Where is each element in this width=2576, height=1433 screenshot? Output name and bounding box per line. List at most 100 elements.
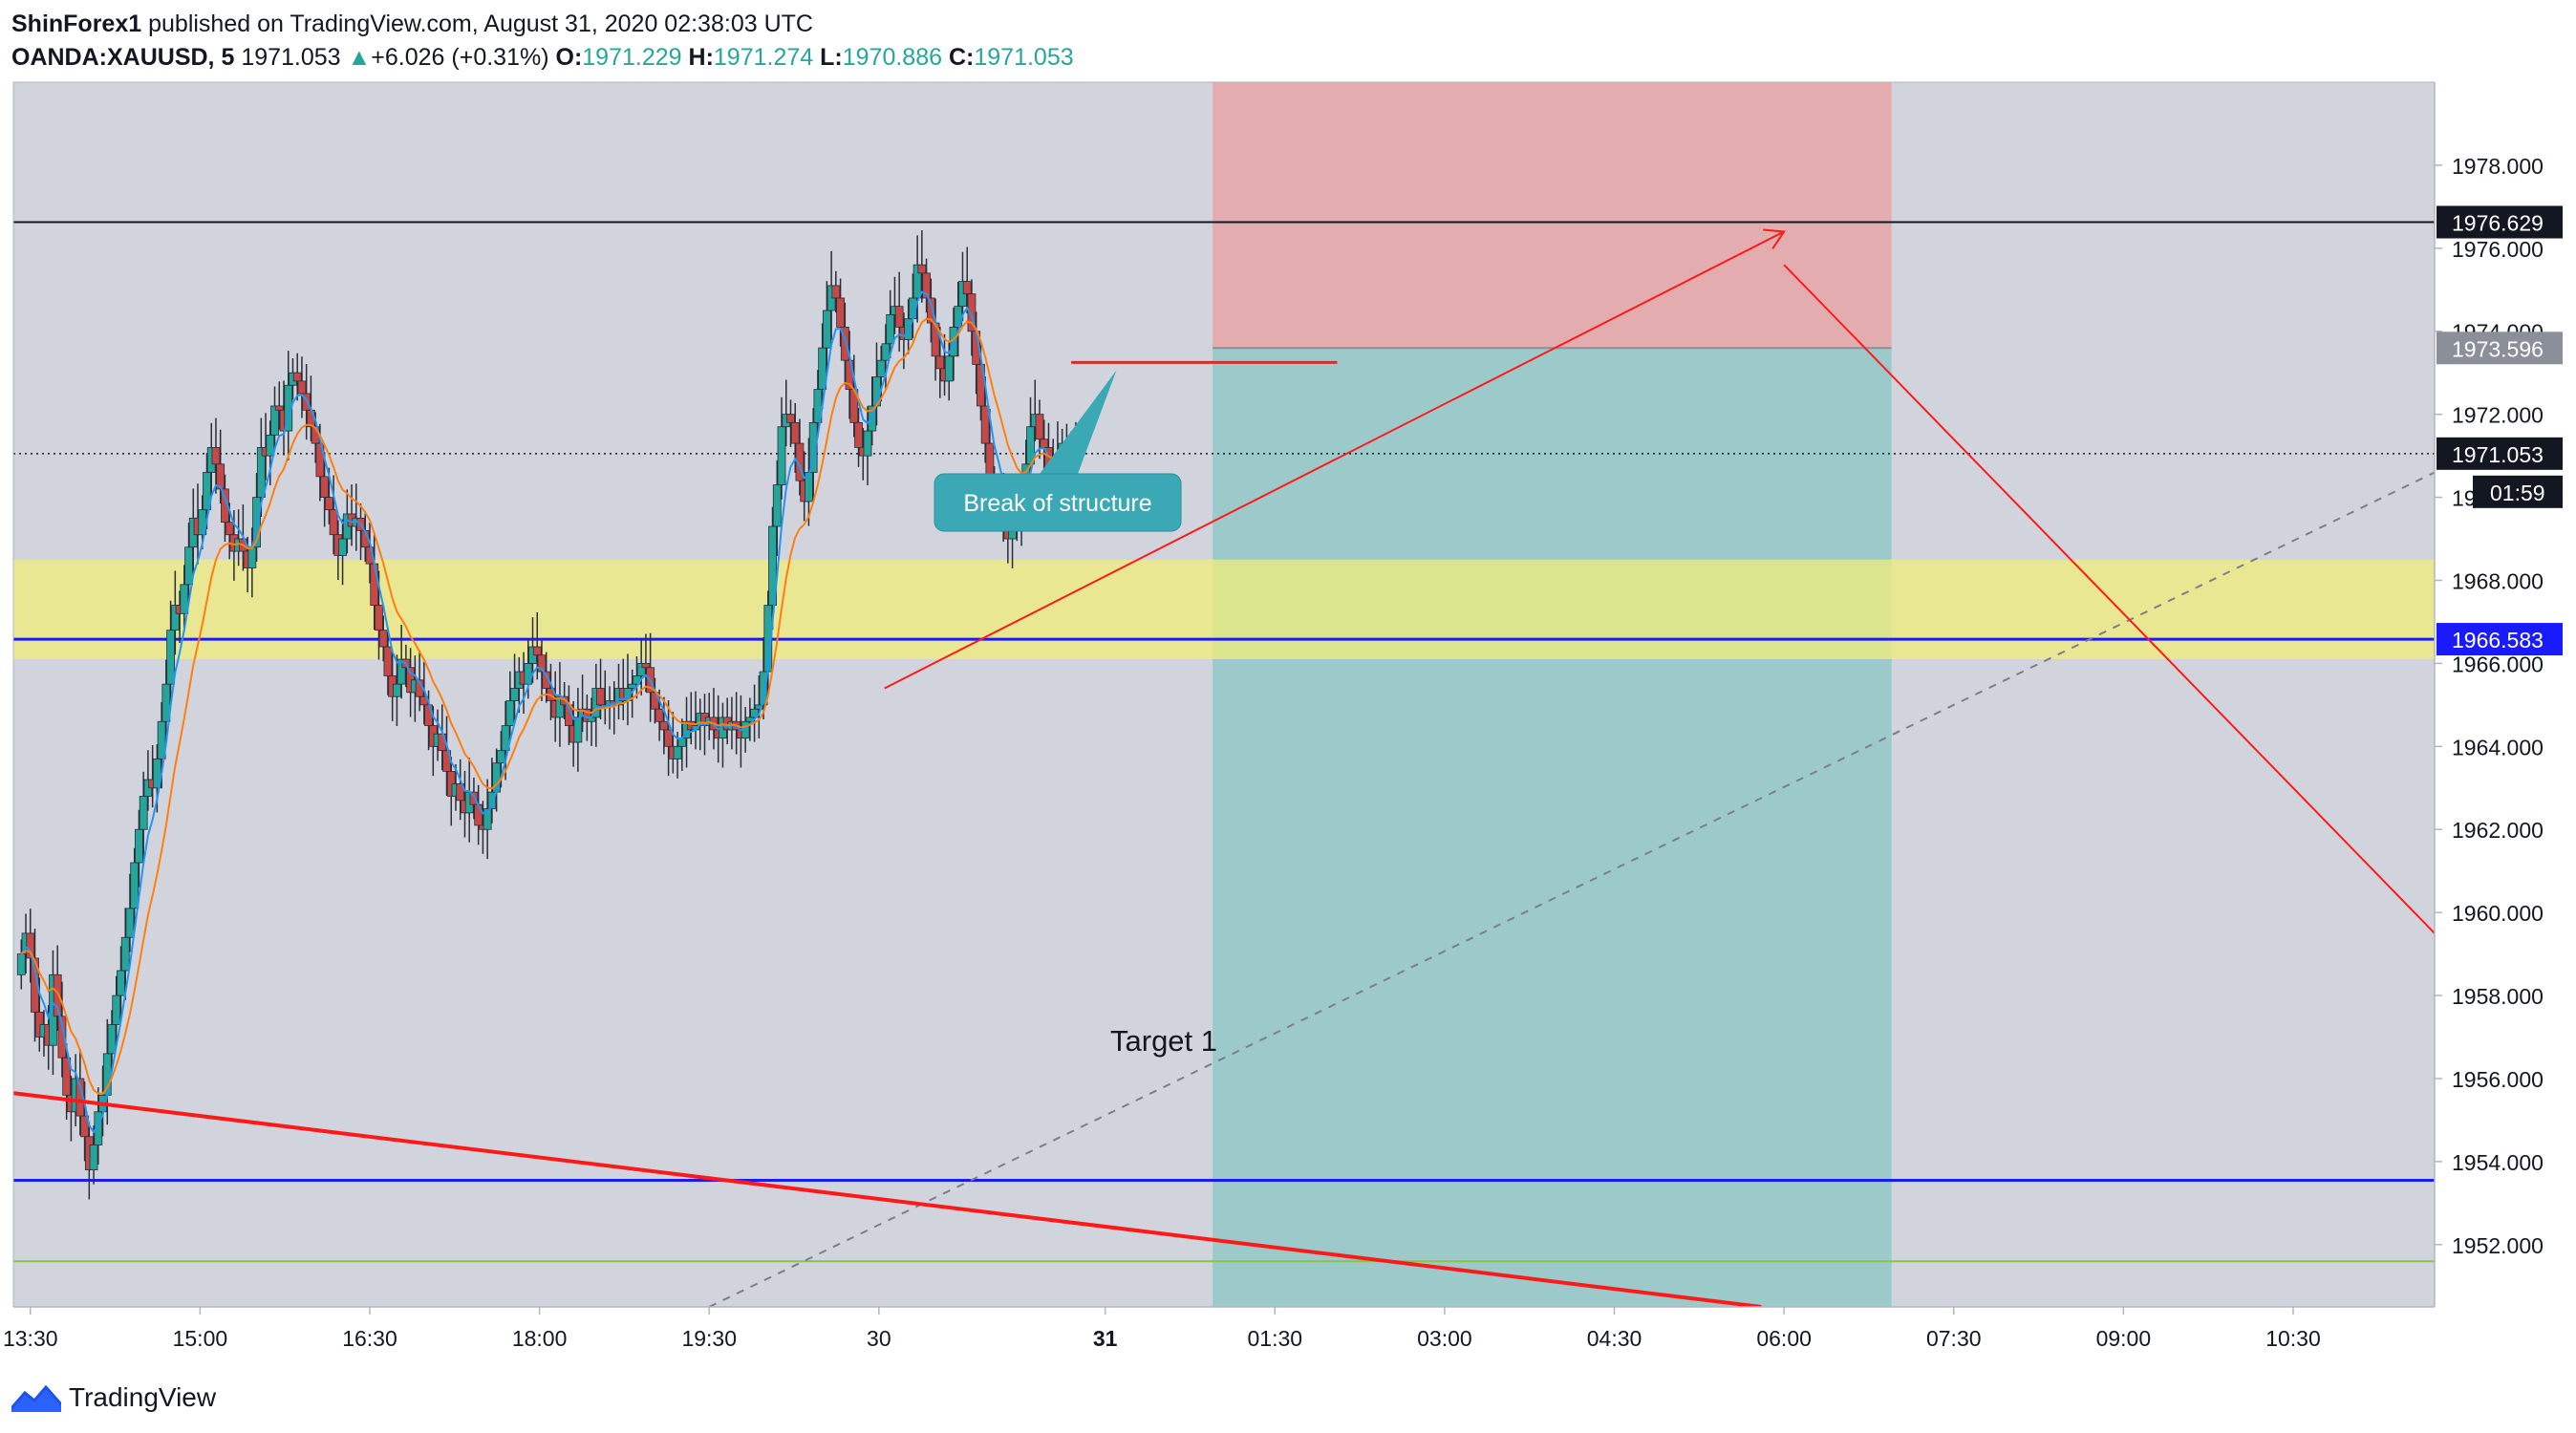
candle-body	[112, 995, 121, 1025]
close-label: C:	[948, 44, 975, 71]
support-zone	[13, 559, 2435, 660]
candle-body	[225, 522, 234, 536]
projection-down-line	[1783, 264, 2435, 934]
last-price: 1971.053	[241, 44, 341, 71]
candle-body	[125, 908, 135, 938]
candle-body	[532, 646, 542, 656]
author-name[interactable]: ShinForex1	[11, 11, 142, 37]
candle-body	[338, 538, 347, 556]
candle-body	[383, 646, 393, 676]
candle-body	[120, 936, 130, 972]
candle-body	[117, 970, 125, 996]
tradingview-logo-icon[interactable]	[11, 1383, 61, 1412]
open-value: 1971.229	[582, 44, 682, 71]
candle	[166, 600, 175, 704]
countdown-bg	[2473, 475, 2563, 508]
candle-body	[139, 796, 148, 830]
candle-body	[292, 372, 302, 382]
candle-body	[378, 630, 388, 648]
time-tick-label: 13:30	[3, 1326, 58, 1351]
candle-body	[274, 405, 284, 411]
candle	[252, 472, 261, 562]
candle-body	[324, 497, 333, 511]
candle-body	[320, 476, 330, 498]
time-tick-label: 19:30	[681, 1326, 737, 1351]
candle-body	[107, 1024, 117, 1055]
price-label-bg	[2436, 332, 2563, 365]
candle-body	[808, 421, 818, 473]
price-tick-label: 1964.000	[2452, 735, 2544, 759]
candle-body	[786, 414, 795, 423]
callout-pointer	[1040, 370, 1117, 474]
candle-body	[505, 700, 515, 726]
brand-name[interactable]: TradingView	[69, 1382, 217, 1412]
candle-body	[894, 306, 904, 328]
take-profit-zone	[1213, 348, 1892, 1307]
price-tick-label: 1954.000	[2452, 1150, 2544, 1175]
candle-body	[166, 630, 175, 685]
callout-text: Break of structure	[963, 490, 1151, 517]
low-value: 1970.886	[842, 44, 943, 71]
candle-body	[184, 546, 193, 586]
price-tick-label: 1958.000	[2452, 984, 2544, 1009]
candle	[120, 908, 130, 1000]
time-tick-label: 04:30	[1587, 1326, 1642, 1351]
candle-body	[596, 688, 605, 706]
time-tick-label: 09:00	[2096, 1326, 2152, 1351]
price-tick-label: 1960.000	[2452, 901, 2544, 926]
candle-body	[297, 380, 307, 395]
high-value: 1971.274	[713, 44, 814, 71]
price-tick-label: 1966.000	[2452, 652, 2544, 676]
price-tick-label: 1976.000	[2452, 237, 2544, 262]
price-label-bg	[2436, 205, 2563, 239]
candle-body	[252, 497, 261, 548]
ohlc-line: OANDA:XAUUSD, 5 1971.053 ▲+6.026 (+0.31%…	[11, 41, 2563, 75]
candle-body	[329, 509, 338, 536]
ema-slow-line	[20, 317, 1077, 1095]
open-label: O:	[555, 44, 583, 71]
price-tick-label: 1952.000	[2452, 1233, 2544, 1258]
candle-body	[886, 313, 895, 345]
candle-body	[917, 264, 927, 274]
candle-body	[655, 708, 664, 722]
time-tick-label: 15:00	[173, 1326, 228, 1351]
candle-body	[573, 716, 583, 743]
candle-body	[1035, 414, 1044, 440]
candle-body	[836, 297, 845, 328]
countdown-label: 01:59	[2490, 481, 2545, 505]
high-label: H:	[688, 44, 714, 71]
candle-body	[57, 1016, 67, 1059]
candle-body	[16, 953, 26, 975]
candle-body	[854, 421, 863, 448]
plot-area: Break of structure Target 1	[13, 82, 2435, 1307]
candle-body	[772, 484, 782, 527]
price-label: 1966.583	[2452, 628, 2544, 652]
time-tick-label: 30	[867, 1326, 891, 1351]
candle-body	[211, 447, 221, 465]
candle-body	[831, 285, 841, 299]
candle-body	[980, 405, 990, 444]
candle	[768, 506, 777, 631]
candle-body	[641, 663, 651, 669]
candle-body	[673, 745, 682, 759]
trend-arrowhead-icon	[1763, 228, 1786, 250]
price-axis: 1952.000 1954.000 1956.000 1958.000 1960.000…	[2435, 154, 2563, 1258]
candle-body	[474, 803, 483, 826]
candle-body	[962, 281, 972, 295]
candle	[772, 460, 782, 556]
candle-body	[944, 355, 954, 382]
candle-body	[822, 310, 831, 349]
candle	[57, 981, 67, 1078]
time-axis: 13:30 15:00 16:30 18:00 19:30 30 31 01:30 03:00 0…	[3, 1307, 2321, 1351]
candle-body	[790, 421, 800, 444]
time-tick-label: 10:30	[2265, 1326, 2321, 1351]
candle-body	[89, 1144, 98, 1170]
candle-body	[496, 750, 505, 764]
time-tick-label: 31	[1093, 1326, 1118, 1351]
price-label: 1971.053	[2452, 442, 2544, 467]
time-tick-label: 03:00	[1417, 1326, 1472, 1351]
candle-body	[247, 546, 257, 568]
symbol-label[interactable]: OANDA:XAUUSD, 5	[11, 44, 235, 71]
trend-down-line	[13, 1091, 1762, 1307]
